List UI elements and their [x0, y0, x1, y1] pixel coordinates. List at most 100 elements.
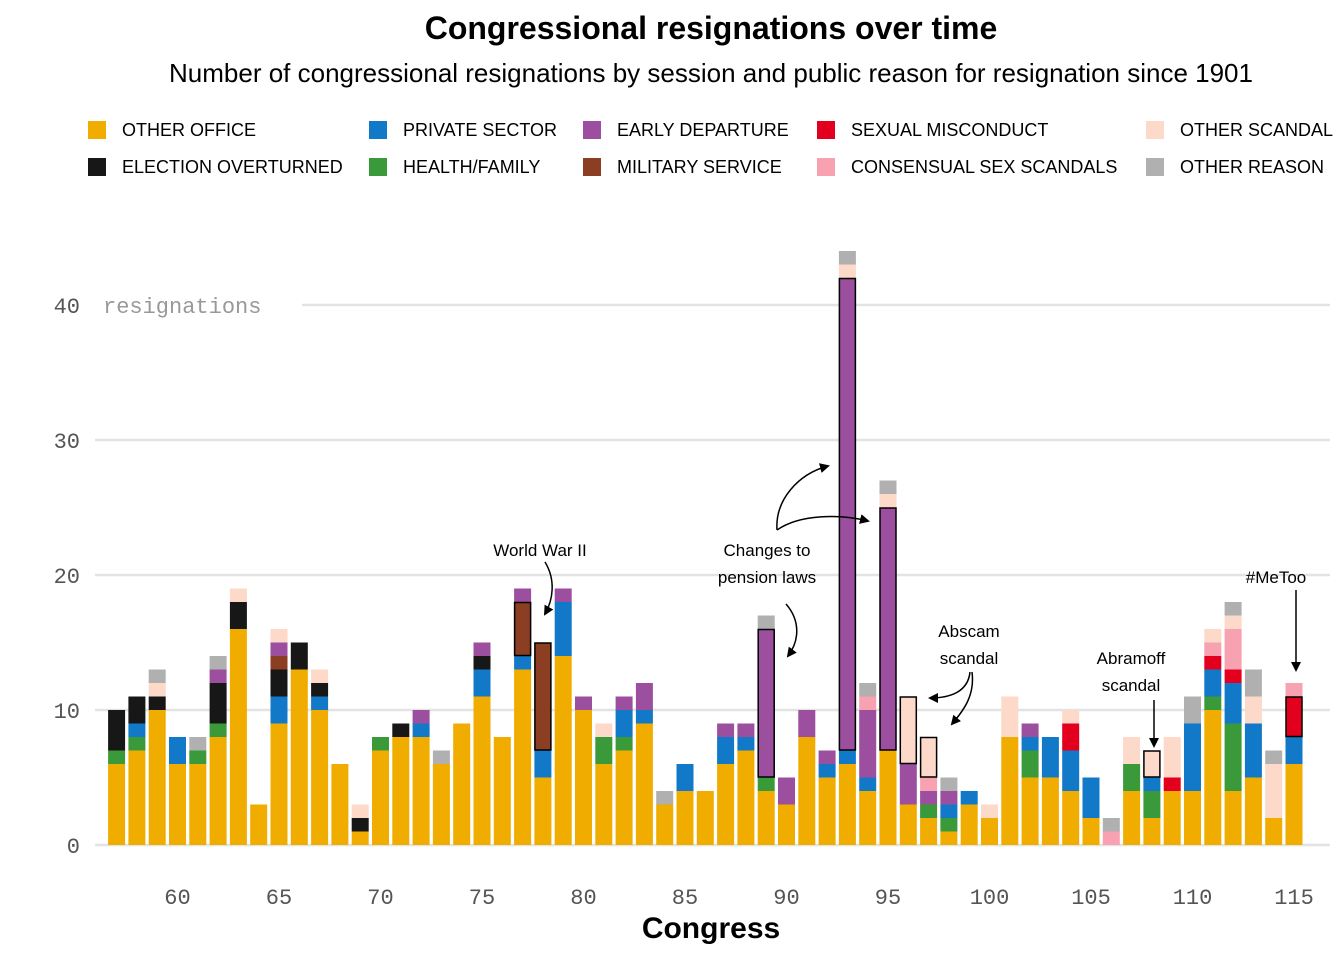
bar-segment-other-office — [270, 723, 288, 845]
bar-segment-other-office — [615, 750, 633, 845]
bar-segment-other-scandal — [1062, 710, 1080, 724]
y-axis-ticks: 0 10 20 30 40 resignations — [54, 295, 262, 860]
bar-segment-early-departure — [737, 723, 755, 737]
legend-swatch — [1146, 158, 1164, 176]
bar-segment-private-sector — [1204, 669, 1222, 697]
bar-segment-private-sector — [473, 669, 491, 697]
bar-segment-health-family — [757, 777, 775, 791]
bar-congress-64 — [250, 804, 268, 845]
y-axis-unit-label: resignations — [103, 295, 261, 320]
annotation-abramoff: scandal — [1102, 676, 1161, 695]
bar-segment-other-reason — [432, 750, 450, 764]
bar-segment-early-departure — [1021, 723, 1039, 737]
bar-segment-other-reason — [148, 669, 166, 683]
bar-segment-other-office — [838, 764, 856, 845]
bar-segment-other-office — [1244, 777, 1262, 845]
x-tick-label: 65 — [266, 886, 292, 911]
bar-segment-other-scandal — [838, 264, 856, 278]
bar-segment-early-departure — [798, 710, 816, 737]
bar-congress-115 — [1285, 683, 1303, 845]
bar-congress-109 — [1163, 737, 1181, 845]
bar-segment-private-sector — [311, 696, 329, 710]
bar-congress-61 — [189, 737, 207, 845]
bar-segment-other-office — [331, 764, 349, 845]
bar-segment-other-scandal — [879, 494, 897, 508]
bar-segment-other-scandal — [920, 737, 938, 778]
bar-segment-other-scandal — [981, 804, 998, 818]
x-axis-title: Congress — [642, 912, 780, 945]
bar-segment-sexual-misconduct — [1163, 777, 1181, 791]
bar-segment-health-family — [108, 750, 126, 764]
bar-segment-early-departure — [412, 710, 430, 724]
bar-segment-other-office — [575, 710, 592, 845]
bar-congress-59 — [148, 669, 166, 845]
bar-segment-consensual-sex — [859, 696, 877, 710]
legend-label: HEALTH/FAMILY — [403, 156, 541, 177]
bar-segment-other-reason — [940, 777, 958, 791]
bar-congress-65 — [270, 629, 288, 845]
bar-segment-other-scandal — [270, 629, 288, 643]
bar-congress-96 — [899, 696, 917, 845]
bar-segment-other-scandal — [1001, 696, 1019, 737]
bar-segment-other-office — [1285, 764, 1303, 845]
x-tick-label: 105 — [1071, 886, 1111, 911]
bar-segment-other-office — [676, 791, 694, 845]
highlight-outline — [757, 628, 775, 778]
highlight-outline — [1285, 696, 1303, 738]
legend-label: OTHER REASON — [1180, 156, 1325, 177]
bar-segment-private-sector — [412, 723, 430, 737]
bar-segment-private-sector — [818, 764, 836, 778]
x-tick-label: 80 — [570, 886, 596, 911]
highlight-outline — [899, 696, 918, 765]
bar-segment-other-reason — [879, 480, 897, 494]
bar-segment-private-sector — [615, 710, 633, 737]
bar-congress-91 — [798, 710, 816, 845]
bar-segment-election-overturned — [148, 696, 166, 710]
bar-congress-86 — [696, 791, 714, 845]
bar-segment-other-office — [920, 818, 938, 845]
bar-congress-105 — [1082, 777, 1100, 845]
bar-segment-private-sector — [554, 602, 572, 656]
bar-congress-113 — [1244, 669, 1262, 845]
legend-swatch — [817, 158, 835, 176]
annotation-arrow-ww2 — [544, 561, 554, 616]
bar-congress-70 — [372, 737, 389, 845]
bar-segment-private-sector — [128, 723, 146, 737]
bar-segment-other-reason — [1244, 669, 1262, 697]
bar-segment-other-office — [1143, 818, 1161, 845]
bar-segment-private-sector — [838, 750, 856, 764]
bar-congress-94 — [859, 683, 877, 845]
bar-segment-early-departure — [879, 507, 897, 751]
bar-congress-95 — [879, 480, 897, 845]
annotation-abramoff: Abramoff — [1097, 649, 1166, 668]
legend-item-other-office: OTHER OFFICE — [88, 119, 256, 141]
x-tick-label: 60 — [164, 886, 190, 911]
bar-segment-health-family — [1143, 791, 1161, 818]
bar-segment-other-reason — [1184, 696, 1201, 724]
bar-segment-early-departure — [920, 791, 938, 805]
bar-segment-other-office — [169, 764, 186, 845]
bar-segment-private-sector — [676, 764, 694, 791]
bar-congress-58 — [128, 696, 146, 845]
legend-label: PRIVATE SECTOR — [403, 119, 558, 140]
bar-segment-other-scandal — [351, 804, 369, 818]
bar-segment-health-family — [209, 723, 227, 737]
annotation-arrow-pension-a — [776, 463, 830, 531]
bar-segment-other-office — [432, 764, 450, 845]
highlight-outline — [919, 736, 938, 778]
bar-segment-other-office — [879, 750, 897, 845]
bar-congress-101 — [1001, 696, 1019, 845]
x-axis-ticks: 60 65 70 75 80 85 90 95 100 105 110 115 — [164, 886, 1314, 911]
annotation-arrow-pension-b — [776, 514, 870, 531]
bar-segment-other-reason — [1224, 602, 1242, 616]
bar-congress-76 — [493, 737, 511, 845]
bar-segment-other-office — [981, 818, 998, 845]
bar-congress-79 — [554, 588, 572, 845]
bar-segment-other-scandal — [1265, 764, 1283, 818]
legend-label: MILITARY SERVICE — [617, 156, 782, 177]
bar-segment-election-overturned — [290, 642, 308, 670]
legend-label: EARLY DEPARTURE — [617, 119, 789, 140]
x-tick-label: 115 — [1274, 886, 1314, 911]
bar-segment-other-reason — [656, 791, 674, 805]
